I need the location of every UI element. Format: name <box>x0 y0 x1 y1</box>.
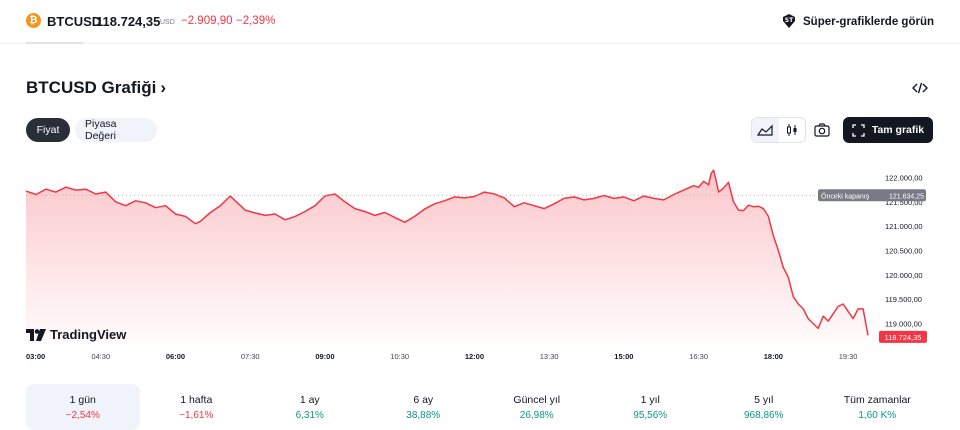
period-value: 95,56% <box>633 409 668 421</box>
candles-icon <box>786 124 797 136</box>
symbol-header: ₿ BTCUSD 118.724,35 USD −2.909,90 −2,39%… <box>0 0 960 44</box>
x-axis-tick: 12:00 <box>465 352 484 361</box>
x-axis-tick: 13:30 <box>540 352 559 361</box>
price-change: −2.909,90 <box>181 15 233 27</box>
area-chart-button[interactable] <box>752 118 779 142</box>
period-1-day[interactable]: 1 gün −2,54% <box>26 384 140 430</box>
price-line <box>25 169 869 336</box>
previous-close-value: 121.634,25 <box>889 193 924 200</box>
x-axis-tick: 04:30 <box>91 352 110 361</box>
period-6-months[interactable]: 6 ay 38,88% <box>367 384 481 430</box>
price-change-percent: −2,39% <box>236 15 276 27</box>
tradingview-logo: TradingView <box>26 327 126 342</box>
area-chart-icon <box>757 124 773 136</box>
svg-text:ST: ST <box>785 17 794 24</box>
y-axis-tick: 120.500,00 <box>885 246 923 255</box>
tradingview-icon <box>26 328 46 341</box>
x-axis-tick: 09:00 <box>315 352 334 361</box>
chart-heading[interactable]: BTCUSD Grafiği › <box>26 78 166 98</box>
period-label: Tüm zamanlar <box>843 393 911 406</box>
candles-chart-button[interactable] <box>779 118 806 142</box>
period-label: 1 hafta <box>180 393 213 406</box>
currency-label: USD <box>160 19 175 26</box>
x-axis-tick: 16:30 <box>689 352 708 361</box>
period-value: 968,86% <box>744 409 784 421</box>
x-axis-tick: 06:00 <box>166 352 185 361</box>
last-price-badge <box>879 330 927 343</box>
symbol-name[interactable]: BTCUSD <box>47 14 102 29</box>
bitcoin-icon: ₿ <box>26 13 41 28</box>
y-axis-tick: 119.500,00 <box>885 295 922 304</box>
period-label: 1 ay <box>299 393 320 406</box>
period-label: 1 gün <box>69 393 96 406</box>
period-value: 38,88% <box>406 409 441 421</box>
period-label: 5 yıl <box>754 393 774 406</box>
period-ytd[interactable]: Güncel yıl 26,98% <box>480 384 594 430</box>
y-axis-tick: 122.000,00 <box>885 173 923 182</box>
last-price: 118.724,35 <box>96 14 161 29</box>
fullscreen-icon <box>852 123 865 137</box>
period-1-month[interactable]: 1 ay 6,31% <box>253 384 367 430</box>
previous-close-label: Önceki kapanış <box>821 192 870 200</box>
last-price-label: 118.724,35 <box>885 333 922 342</box>
tab-market-cap[interactable]: Piyasa Değeri <box>75 118 157 142</box>
period-5-years[interactable]: 5 yıl 968,86% <box>707 384 821 430</box>
x-axis-tick: 03:00 <box>26 352 45 361</box>
x-axis-tick: 19:30 <box>839 352 858 361</box>
screenshot-button[interactable] <box>809 117 835 143</box>
supercharts-icon: ST <box>781 13 797 32</box>
period-label: Güncel yıl <box>513 393 561 406</box>
period-value: 6,31% <box>295 409 324 421</box>
previous-close-badge <box>818 189 926 202</box>
chart-type-toggle <box>751 117 806 143</box>
full-chart-label: Tam grafik <box>871 124 925 136</box>
period-value: −2,54% <box>65 409 100 421</box>
period-value: 1,60 K% <box>858 409 897 421</box>
period-label: 1 yıl <box>640 393 660 406</box>
performance-periods: 1 gün −2,54% 1 hafta −1,61% 1 ay 6,31% 6 ay… <box>26 384 934 430</box>
embed-code-icon[interactable] <box>912 80 928 96</box>
tradingview-wordmark: TradingView <box>50 327 127 342</box>
tab-indicator <box>26 42 83 44</box>
camera-icon <box>814 123 830 137</box>
y-axis-tick: 119.000,00 <box>885 320 922 329</box>
x-axis-tick: 10:30 <box>390 352 409 361</box>
x-axis-tick: 18:00 <box>764 352 783 361</box>
period-label: 6 ay <box>413 393 434 406</box>
period-1-year[interactable]: 1 yıl 95,56% <box>594 384 708 430</box>
y-axis-tick: 121.000,00 <box>885 222 923 231</box>
period-value: 26,98% <box>519 409 554 421</box>
period-all-time[interactable]: Tüm zamanlar 1,60 K% <box>821 384 935 430</box>
x-axis-tick: 15:00 <box>614 352 633 361</box>
tab-price[interactable]: Fiyat <box>26 118 70 142</box>
y-axis-tick: 121.500,00 <box>885 198 923 207</box>
chart-title: BTCUSD Grafiği <box>26 78 157 97</box>
price-area-fill <box>26 170 868 342</box>
supercharts-link[interactable]: ST Süper-grafiklerde görün <box>781 12 934 32</box>
period-value: −1,61% <box>179 409 214 421</box>
period-1-week[interactable]: 1 hafta −1,61% <box>140 384 254 430</box>
supercharts-label: Süper-grafiklerde görün <box>803 16 934 28</box>
x-axis-tick: 07:30 <box>241 352 260 361</box>
full-chart-button[interactable]: Tam grafik <box>843 117 933 143</box>
chevron-right-icon: › <box>160 78 167 97</box>
y-axis-tick: 120.000,00 <box>885 271 923 280</box>
price-chart[interactable]: 122.000,00 121.500,00 121.000,00 120.500,00… <box>0 150 960 370</box>
